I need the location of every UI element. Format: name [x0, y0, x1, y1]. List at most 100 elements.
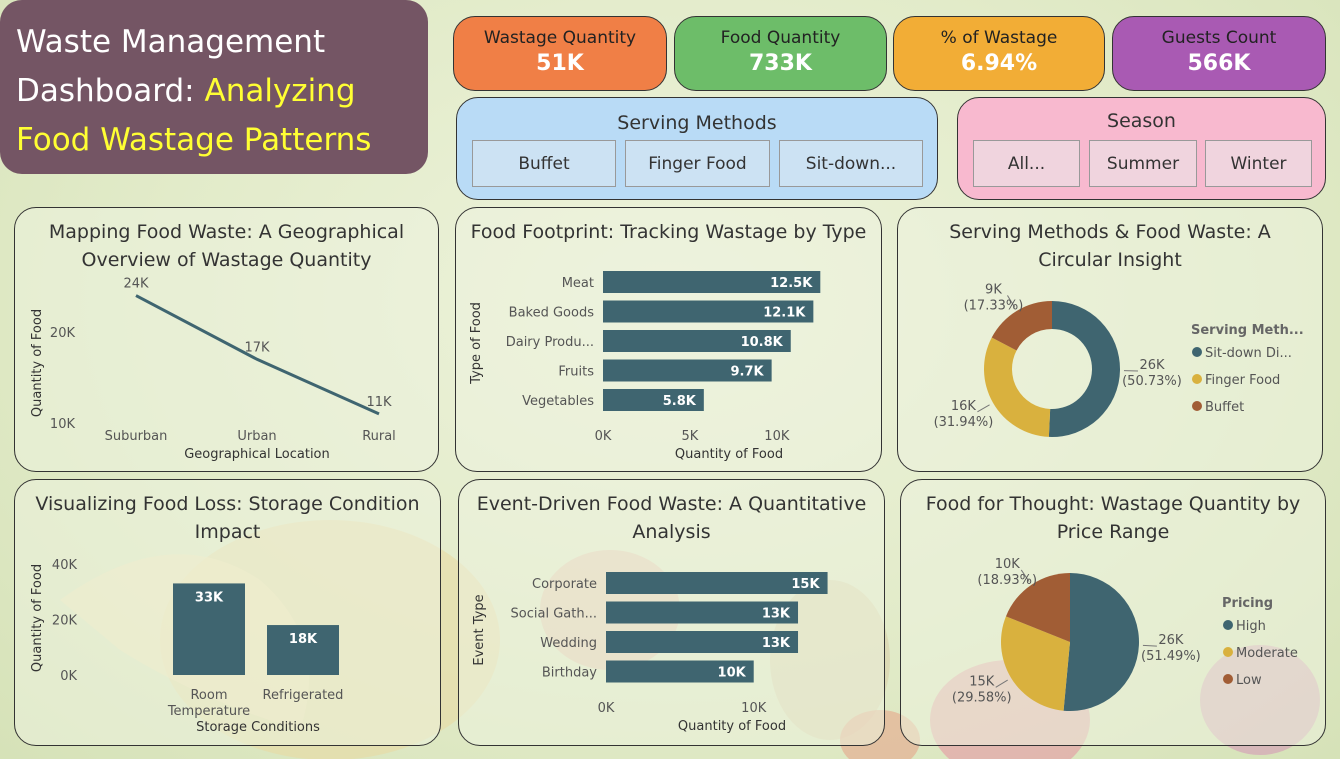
- bar: [603, 300, 814, 323]
- kpi-label: Wastage Quantity: [483, 28, 637, 48]
- slicer-option-summer[interactable]: Summer: [1089, 140, 1197, 187]
- slicer-option-all[interactable]: All...: [973, 140, 1080, 187]
- slicer-option-buffet[interactable]: Buffet: [472, 140, 616, 187]
- legend-title: Serving Meth...: [1191, 323, 1304, 338]
- data-label: 24K: [123, 277, 149, 292]
- series-line: [135, 294, 380, 416]
- slicer-option-finger-food[interactable]: Finger Food: [625, 140, 770, 187]
- data-label-value: 16K: [951, 399, 977, 414]
- y-axis-label: Quantity of Food: [30, 564, 45, 672]
- legend-label: Finger Food: [1205, 373, 1280, 388]
- x-tick-label: Urban: [237, 429, 276, 444]
- bar: [173, 583, 245, 675]
- y-axis-label: Type of Food: [469, 302, 484, 385]
- geographic-wastage-chart-card: Mapping Food Waste: A Geographical Overv…: [14, 207, 439, 472]
- title-line-2-highlight: Analyzing: [204, 73, 356, 109]
- kpi-value: 6.94%: [960, 51, 1038, 76]
- slicer-option-winter[interactable]: Winter: [1205, 140, 1312, 187]
- data-label: 10K: [718, 666, 747, 681]
- price-range-chart-card: Food for Thought: Wastage Quantity by Pr…: [900, 479, 1326, 746]
- kpi-label: Food Quantity: [720, 28, 841, 48]
- slice: [1005, 573, 1070, 642]
- chart-title: Visualizing Food Loss: Storage Condition…: [35, 493, 420, 543]
- data-label-percent: (31.94%): [934, 415, 994, 430]
- kpi-value: 566K: [1187, 51, 1251, 76]
- legend-title: Pricing: [1222, 596, 1273, 611]
- chart-title: Food Footprint: Tracking Wastage by Type: [470, 221, 867, 243]
- data-label: 12.1K: [763, 306, 806, 321]
- serving-methods-slicer: Serving Methods Buffet Finger Food Sit-d…: [456, 97, 938, 200]
- y-tick-label: Corporate: [532, 577, 597, 592]
- data-label: 33K: [195, 590, 224, 605]
- title-line-2-plain: Dashboard:: [16, 73, 205, 109]
- title-line-3-highlight: Food Wastage Patterns: [16, 122, 372, 158]
- data-label-value: 9K: [985, 282, 1002, 297]
- legend-marker: [1223, 674, 1233, 684]
- data-label-percent: (50.73%): [1122, 374, 1182, 389]
- bar: [267, 625, 339, 675]
- leader-line: [1007, 295, 1016, 308]
- bar: [603, 330, 791, 352]
- slice: [1001, 616, 1070, 711]
- geographic-line-chart: 10K 20K Suburban Urban Rural Geographical Loc…: [30, 277, 396, 462]
- slice: [1063, 573, 1139, 711]
- title-line-1: Waste Management: [16, 24, 326, 60]
- chart-title: Serving Methods & Food Waste: A Circular…: [949, 221, 1271, 271]
- data-label-percent: (51.49%): [1141, 649, 1201, 664]
- data-label: 15K: [791, 577, 820, 592]
- kpi-value: 733K: [749, 51, 812, 76]
- y-tick-label: Birthday: [542, 666, 597, 681]
- y-tick-label: Baked Goods: [509, 306, 595, 321]
- slicer-title: Season: [1107, 110, 1176, 132]
- legend-marker: [1192, 374, 1202, 384]
- x-tick-label: 10K: [741, 701, 767, 716]
- data-label-value: 26K: [1158, 633, 1184, 648]
- x-tick-label: 0K: [598, 701, 615, 716]
- data-label-percent: (17.33%): [964, 298, 1024, 313]
- event-type-chart-card: Event-Driven Food Waste: A Quantitative …: [458, 479, 885, 746]
- x-tick-label: Refrigerated: [263, 688, 344, 703]
- data-label: 17K: [244, 340, 270, 355]
- y-tick-label: 20K: [50, 326, 76, 341]
- leader-line: [977, 404, 990, 413]
- data-label-percent: (29.58%): [952, 690, 1012, 705]
- slicer-title: Serving Methods: [617, 112, 777, 134]
- legend-marker: [1223, 647, 1233, 657]
- data-label: 11K: [366, 395, 392, 410]
- x-tick-label: Rural: [362, 429, 396, 444]
- y-tick-label: 20K: [52, 614, 78, 629]
- bar: [606, 572, 828, 594]
- legend-label: Buffet: [1205, 400, 1244, 415]
- data-label: 10.8K: [741, 335, 784, 350]
- chart-title: Food for Thought: Wastage Quantity by Pr…: [925, 493, 1301, 543]
- x-axis-label: Storage Conditions: [196, 720, 320, 735]
- y-tick-label: Dairy Produ...: [506, 335, 594, 350]
- data-label: 13K: [762, 636, 791, 651]
- x-tick-label: Suburban: [105, 429, 168, 444]
- legend-marker: [1192, 401, 1202, 411]
- slice: [984, 337, 1051, 437]
- food-type-chart-card: Food Footprint: Tracking Wastage by Type…: [455, 207, 882, 472]
- x-tick-label: Room: [190, 688, 227, 703]
- slice: [1048, 301, 1120, 437]
- y-tick-label: 0K: [60, 669, 77, 684]
- bar: [606, 660, 754, 683]
- dashboard-title: Waste Management Dashboard: Analyzing Fo…: [0, 0, 428, 174]
- legend-marker: [1192, 347, 1202, 357]
- kpi-card-food-quantity: Food Quantity 733K: [674, 16, 887, 91]
- data-label-value: 15K: [969, 674, 995, 689]
- y-axis-label: Quantity of Food: [30, 309, 45, 417]
- bar: [606, 601, 799, 624]
- data-label: 9.7K: [731, 365, 765, 380]
- event-type-bar-chart: 15K Corporate 13K Social Gath... 13K Wedding 1…: [472, 572, 828, 734]
- slicer-option-sit-down[interactable]: Sit-down...: [779, 140, 923, 187]
- x-axis-label: Geographical Location: [184, 447, 330, 462]
- data-label-value: 10K: [995, 557, 1021, 572]
- leader-line: [1020, 569, 1030, 582]
- chart-title: Mapping Food Waste: A Geographical Overv…: [48, 221, 405, 271]
- y-axis-label: Event Type: [472, 594, 487, 665]
- legend-label: Moderate: [1236, 646, 1298, 661]
- data-label-percent: (18.93%): [977, 573, 1037, 588]
- legend-label: Sit-down Di...: [1205, 346, 1292, 361]
